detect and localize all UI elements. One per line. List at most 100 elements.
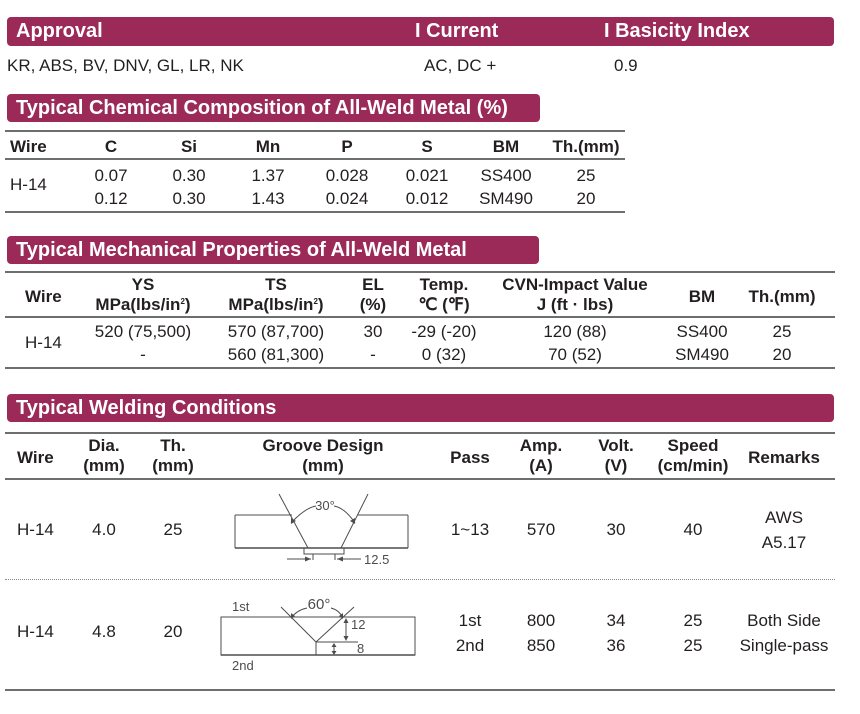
cell-speed: 40 — [683, 520, 703, 539]
groove-design-diagram-double: 60° 12 8 1st 2nd — [220, 596, 416, 673]
cell-dia: 4.8 — [92, 622, 116, 641]
cell-remarks: AWS — [764, 508, 804, 527]
cell-remarks: Both Side — [747, 611, 821, 630]
col-el-unit: (%) — [359, 295, 387, 314]
cell-ts: 570 (87,700) — [227, 322, 325, 341]
cell-p: 0.028 — [325, 166, 369, 185]
mechanical-wire: H-14 — [25, 333, 62, 352]
mechanical-top-rule — [5, 271, 835, 273]
cell-pass: 1st — [458, 611, 482, 630]
col-groove-unit: (mm) — [302, 456, 344, 475]
cell-wire: H-14 — [17, 622, 54, 641]
groove-gap-label: 12.5 — [364, 552, 389, 567]
welding-title: Typical Welding Conditions — [16, 396, 277, 419]
col-th-unit: (mm) — [152, 456, 194, 475]
col-s: S — [421, 137, 433, 156]
chemical-header-bar: Typical Chemical Composition of All-Weld… — [7, 94, 540, 122]
cell-volt: 30 — [606, 520, 626, 539]
col-remarks: Remarks — [748, 448, 820, 467]
approval-value: KR, ABS, BV, DNV, GL, LR, NK — [7, 56, 244, 75]
col-dia-unit: (mm) — [83, 456, 125, 475]
col-wire: Wire — [17, 448, 54, 467]
current-value: AC, DC + — [424, 56, 497, 75]
col-p: P — [341, 137, 353, 156]
groove-depth-bottom-label: 8 — [357, 641, 364, 656]
col-cvn-unit: J (ft · lbs) — [536, 295, 614, 314]
cell-bm: SS400 — [480, 166, 532, 185]
cell-th: 25 — [576, 166, 596, 185]
col-wire: Wire — [25, 287, 62, 306]
cell-th: 20 — [576, 189, 596, 208]
cell-p: 0.024 — [325, 189, 369, 208]
cell-el: 30 — [363, 322, 383, 341]
side-first-label: 1st — [232, 599, 250, 614]
cell-volt: 34 — [606, 611, 626, 630]
chemical-top-rule — [5, 130, 625, 132]
welding-header-bar: Typical Welding Conditions — [7, 394, 834, 422]
col-speed-unit: (cm/min) — [657, 456, 729, 475]
welding-mid-rule — [5, 478, 835, 480]
row-divider — [5, 579, 835, 580]
col-ys: YS — [131, 275, 155, 294]
cell-ys: - — [140, 345, 146, 364]
chemical-mid-rule — [5, 158, 625, 160]
col-cvn: CVN-Impact Value — [502, 275, 648, 294]
cell-dia: 4.0 — [92, 520, 116, 539]
col-amp: Amp. — [519, 436, 563, 455]
col-amp-unit: (A) — [529, 456, 553, 475]
welding-top-rule — [5, 432, 835, 434]
cell-s: 0.021 — [405, 166, 449, 185]
current-heading: I Current — [415, 20, 499, 42]
col-ts-unit: MPa(lbs/in2) — [228, 295, 324, 314]
cell-th: 20 — [163, 622, 183, 641]
cell-cvn: 70 (52) — [548, 345, 602, 364]
mechanical-mid-rule — [5, 316, 835, 318]
cell-c: 0.07 — [94, 166, 128, 185]
cell-pass: 2nd — [455, 636, 485, 655]
cell-th: 20 — [772, 345, 792, 364]
cell-pass: 1~13 — [450, 520, 490, 539]
welding-bottom-rule — [5, 689, 835, 691]
mechanical-title: Typical Mechanical Properties of All-Wel… — [16, 238, 467, 261]
col-temp-unit: ℃ (℉) — [418, 295, 470, 314]
col-groove: Groove Design — [262, 436, 384, 455]
cell-volt: 36 — [606, 636, 626, 655]
cell-wire: H-14 — [17, 520, 54, 539]
cell-amp: 800 — [526, 611, 556, 630]
col-c: C — [104, 137, 118, 156]
cell-bm: SM490 — [479, 189, 533, 208]
cell-ts: 560 (81,300) — [227, 345, 325, 364]
col-th: Th.(mm) — [748, 287, 816, 306]
col-wire: Wire — [10, 137, 47, 156]
cell-c: 0.12 — [94, 189, 128, 208]
cell-mn: 1.37 — [251, 166, 285, 185]
col-temp: Temp. — [419, 275, 469, 294]
groove-design-diagram-v: 30° 12.5 — [234, 493, 409, 567]
col-bm: BM — [688, 287, 716, 306]
cell-s: 0.012 — [405, 189, 449, 208]
col-pass: Pass — [450, 448, 490, 467]
cell-th: 25 — [163, 520, 183, 539]
chemical-title: Typical Chemical Composition of All-Weld… — [16, 96, 508, 119]
cell-remarks: Single-pass — [739, 636, 829, 655]
approval-heading: Approval — [16, 20, 103, 42]
cell-speed: 25 — [683, 611, 703, 630]
cell-remarks: A5.17 — [761, 533, 807, 552]
mechanical-bottom-rule — [5, 367, 835, 369]
cell-ys: 520 (75,500) — [94, 322, 192, 341]
chemical-wire: H-14 — [10, 175, 47, 194]
cell-mn: 1.43 — [251, 189, 285, 208]
cell-bm: SS400 — [676, 322, 728, 341]
col-volt: Volt. — [598, 436, 634, 455]
col-si: Si — [180, 137, 198, 156]
basicity-heading: I Basicity Index — [604, 20, 750, 42]
cell-th: 25 — [772, 322, 792, 341]
side-second-label: 2nd — [232, 658, 254, 673]
mechanical-header-bar: Typical Mechanical Properties of All-Wel… — [7, 236, 539, 264]
basicity-value: 0.9 — [614, 56, 638, 75]
col-dia: Dia. — [88, 436, 120, 455]
approval-header-bar: Approval I Current I Basicity Index — [7, 17, 834, 46]
col-mn: Mn — [255, 137, 281, 156]
col-bm: BM — [492, 137, 520, 156]
cell-bm: SM490 — [675, 345, 729, 364]
